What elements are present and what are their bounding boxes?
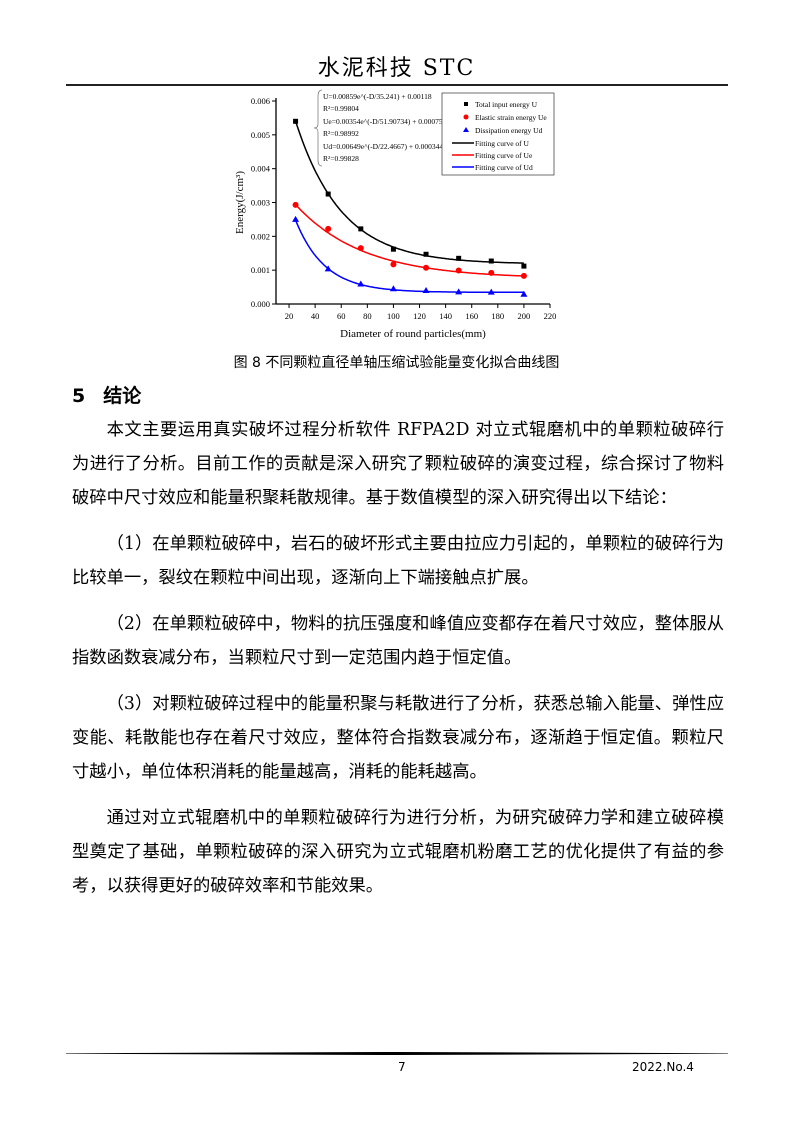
fit-equation: Ud=0.00649e^(-D/22.4667) + 0.000344 — [323, 142, 443, 151]
y-tick-label: 0.006 — [251, 96, 270, 106]
data-point-circle — [488, 269, 495, 276]
data-point-circle — [390, 261, 397, 268]
legend-label: Elastic strain energy Ue — [475, 113, 547, 122]
data-point-circle — [423, 264, 430, 271]
y-tick-label: 0.004 — [251, 164, 271, 174]
y-tick-label: 0.005 — [251, 130, 270, 140]
x-tick-label: 160 — [465, 311, 478, 321]
x-tick-label: 180 — [491, 311, 504, 321]
x-tick-label: 80 — [363, 311, 372, 321]
data-point-square — [423, 251, 429, 257]
legend-marker-triangle — [463, 127, 469, 132]
energy-fitting-chart: 20 40 60 80 100 120 140 160 180 200 220 0.000 0.001 0… — [234, 89, 557, 340]
data-point-triangle — [389, 285, 397, 292]
data-point-triangle — [520, 290, 528, 297]
legend-box — [441, 92, 555, 176]
section-number: 5 — [72, 385, 86, 407]
data-point-square — [358, 226, 364, 232]
equation-brace — [313, 89, 323, 167]
data-point-square — [293, 118, 299, 124]
paragraph: （3）对颗粒破碎过程中的能量积聚与耗散进行了分析，获悉总输入能量、弹性应变能、耗… — [72, 694, 724, 782]
fit-r-squared: R²=0.98992 — [323, 129, 359, 138]
data-point-circle — [325, 225, 332, 232]
journal-header: 水泥科技 STC — [317, 56, 476, 81]
x-tick-label: 140 — [439, 311, 452, 321]
y-tick-label: 0.001 — [251, 265, 270, 275]
legend-marker-square — [464, 102, 468, 106]
y-axis-label: Energy(J/cm³) — [234, 171, 246, 234]
legend-label: Dissipation energy Ud — [475, 126, 543, 135]
data-point-square — [521, 263, 527, 269]
paragraph: （1）在单颗粒破碎中，岩石的破坏形式主要由拉应力引起的，单颗粒的破碎行为比较单一… — [72, 534, 724, 588]
x-tick-label: 100 — [387, 311, 400, 321]
section-heading: 5 结论 — [72, 381, 159, 408]
data-point-triangle — [324, 265, 332, 272]
fit-equation: U=0.00859e^(-D/35.241) + 0.00118 — [323, 92, 432, 101]
issue-label: 2022.No.4 — [632, 1060, 694, 1074]
data-point-square — [325, 191, 331, 197]
x-tick-label: 40 — [311, 311, 320, 321]
data-point-triangle — [357, 280, 365, 287]
legend-label: Fitting curve of Ue — [475, 151, 533, 160]
data-point-square — [456, 255, 462, 261]
data-point-circle — [292, 201, 299, 208]
fit-curve — [294, 219, 524, 294]
header-rule — [66, 84, 728, 86]
x-tick-label: 200 — [518, 311, 531, 321]
footer-rule — [66, 1052, 728, 1055]
paragraph: 本文主要运用真实破坏过程分析软件 RFPA2D 对立式辊磨机中的单颗粒破碎行为进… — [72, 420, 724, 508]
legend-label: Fitting curve of U — [475, 139, 530, 148]
data-point-square — [488, 258, 494, 264]
page-number: 7 — [398, 1060, 406, 1074]
x-tick-label: 60 — [337, 311, 346, 321]
data-point-triangle — [422, 286, 430, 293]
body-text: 本文主要运用真实破坏过程分析软件 RFPA2D 对立式辊磨机中的单颗粒破碎行为进… — [72, 413, 724, 915]
fit-curve — [294, 120, 524, 264]
paragraph: 通过对立式辊磨机中的单颗粒破碎行为进行分析，为研究破碎力学和建立破碎模型奠定了基… — [72, 808, 724, 896]
x-tick-label: 120 — [413, 311, 426, 321]
data-point-triangle — [292, 215, 300, 222]
data-point-triangle — [455, 288, 463, 295]
fit-r-squared: R²=0.99804 — [323, 104, 359, 113]
data-point-triangle — [487, 288, 495, 295]
legend-label: Fitting curve of Ud — [475, 163, 533, 172]
data-point-circle — [357, 245, 364, 252]
x-tick-label: 20 — [285, 311, 294, 321]
legend-label: Total input energy U — [475, 100, 538, 109]
data-point-square — [390, 246, 396, 252]
y-tick-label: 0.000 — [251, 299, 270, 309]
legend-marker-circle — [463, 114, 469, 120]
paragraph: （2）在单颗粒破碎中，物料的抗压强度和峰值应变都存在着尺寸效应，整体服从指数函数… — [72, 614, 724, 668]
section-title: 结论 — [103, 385, 142, 407]
data-point-circle — [520, 272, 527, 279]
x-tick-label: 220 — [544, 311, 557, 321]
x-axis-label: Diameter of round particles(mm) — [340, 328, 486, 340]
fit-curve — [295, 204, 524, 277]
figure-caption: 图 8 不同颗粒直径单轴压缩试验能量变化拟合曲线图 — [233, 355, 560, 371]
data-point-circle — [455, 267, 462, 274]
fit-equation: Ue=0.00354e^(-D/51.90734) + 0.000752 — [323, 117, 447, 126]
fit-r-squared: R²=0.99828 — [323, 154, 359, 163]
y-tick-label: 0.003 — [251, 198, 270, 208]
y-tick-label: 0.002 — [251, 231, 270, 241]
